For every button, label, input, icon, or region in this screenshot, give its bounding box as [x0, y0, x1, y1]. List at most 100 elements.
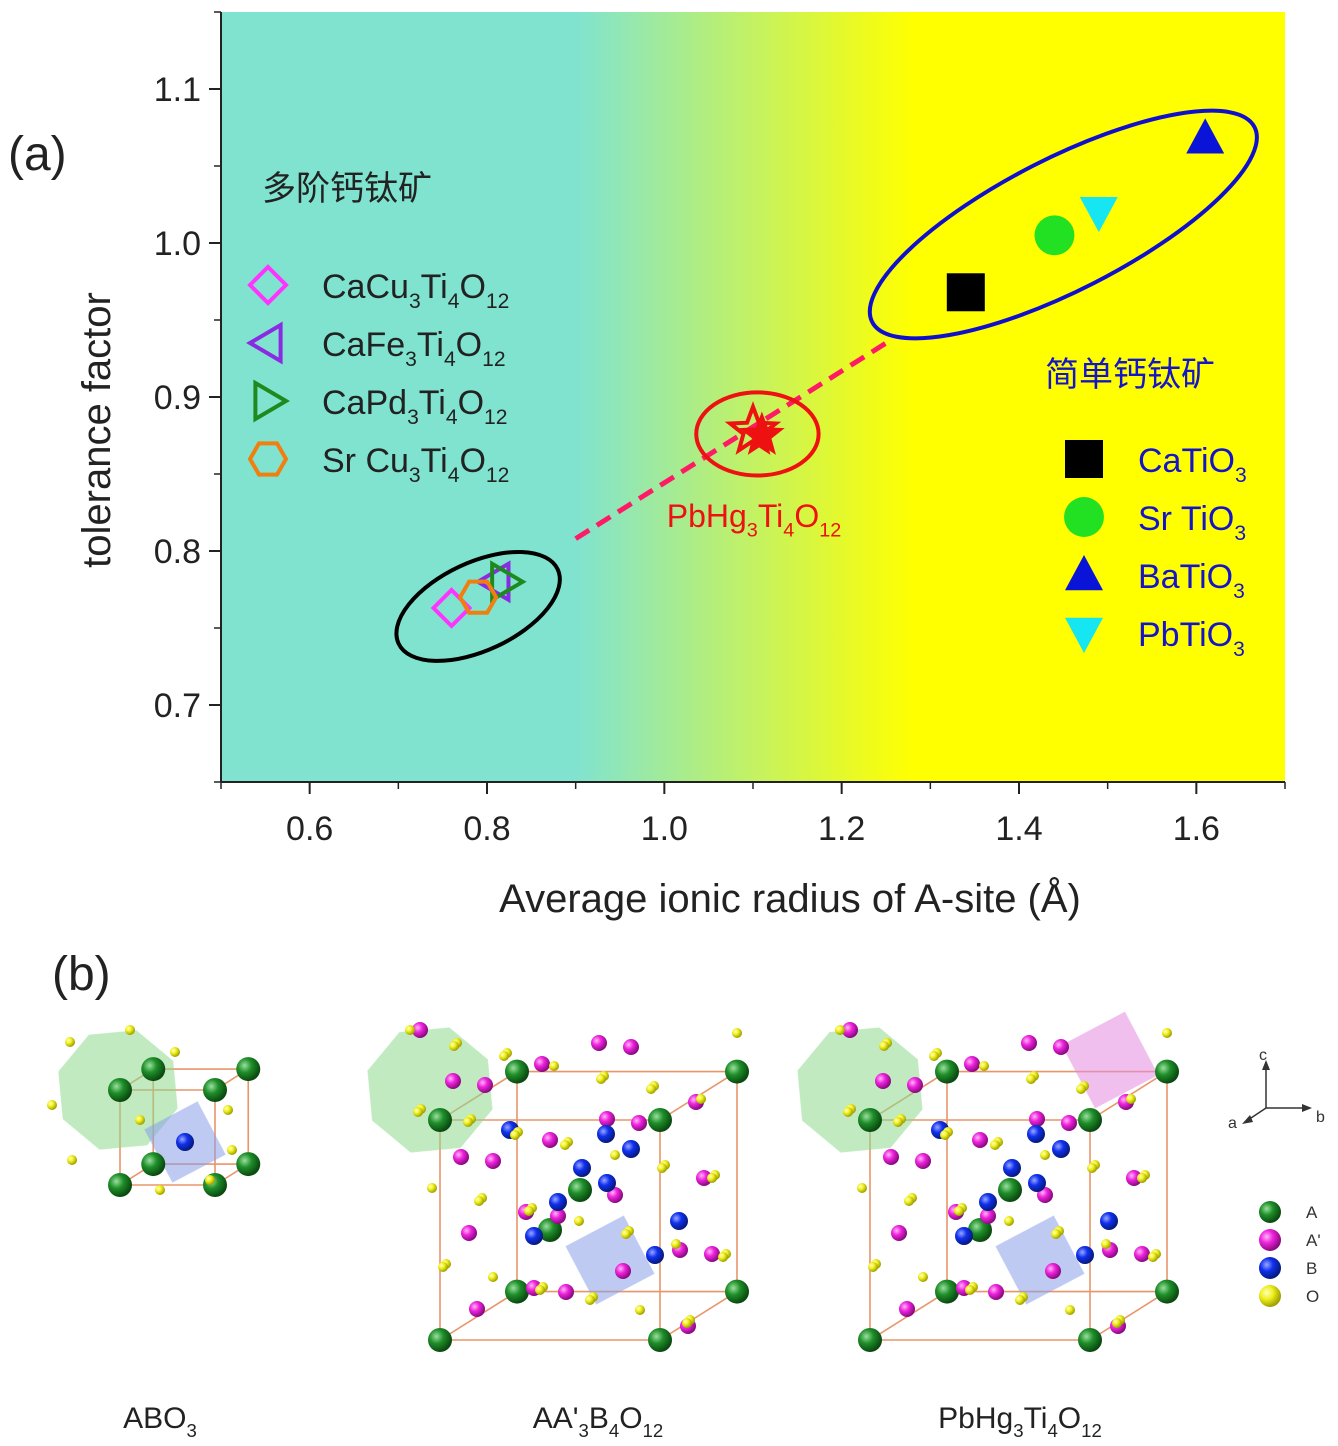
atom-o [585, 1295, 595, 1305]
legend-label: CaFe3Ti4O12 [322, 326, 506, 371]
atom-o [857, 1183, 867, 1193]
atom-a [858, 1328, 882, 1352]
atom-a [141, 1057, 166, 1082]
atom-o [682, 1318, 692, 1328]
atom-o [868, 1262, 878, 1272]
atom-b [1028, 1174, 1046, 1192]
atom-o [965, 1285, 975, 1295]
atom-a-prime [891, 1225, 907, 1241]
atom-a [236, 1152, 261, 1177]
data-point [490, 560, 527, 604]
atom-a-prime [1029, 1111, 1045, 1127]
atom-a-prime [988, 1284, 1004, 1300]
legend-label: CaPd3Ti4O12 [322, 384, 508, 429]
y-tick-label: 1.0 [154, 225, 201, 263]
atom-o [227, 1145, 237, 1155]
y-axis-label: tolerance factor [75, 292, 119, 568]
atom-o [223, 1105, 233, 1115]
atom-o [1026, 1074, 1036, 1084]
atom-a [428, 1328, 452, 1352]
y-tick-label: 0.7 [154, 687, 201, 725]
atom-a [428, 1108, 452, 1132]
atom-b [176, 1133, 194, 1151]
atom-b [549, 1193, 567, 1211]
legend-title-simple: 简单钙钛矿 [1045, 355, 1215, 395]
structure-label: ABO3 [123, 1402, 197, 1441]
a-axis-label: a [1228, 1115, 1237, 1132]
structure-label: AA'3B4O12 [533, 1402, 663, 1441]
atom-a-prime [1021, 1035, 1037, 1051]
c-axis-label: c [1259, 1047, 1267, 1064]
atom-legend-label: A' [1306, 1231, 1321, 1250]
atom-a [1155, 1279, 1179, 1304]
structure-labels: ABO3 AA'3B4O12 PbHg3Ti4O12 [123, 1402, 1102, 1441]
atom-a-prime [485, 1153, 501, 1169]
atom-a-prime [461, 1225, 477, 1241]
atom-o [205, 1175, 215, 1185]
atom-o [835, 1025, 845, 1035]
atom-o [574, 1216, 584, 1226]
atom-o [1015, 1295, 1025, 1305]
x-tick-label: 0.8 [463, 810, 510, 848]
atom-o [879, 1041, 889, 1051]
x-tick-label: 1.4 [995, 810, 1042, 848]
atom-a-prime [1061, 1115, 1077, 1131]
atom-o [610, 1150, 620, 1160]
atom-a-prime [1045, 1263, 1061, 1279]
atom-a-prime [599, 1111, 615, 1127]
atom-o [1051, 1229, 1061, 1239]
atom-a-prime [899, 1301, 915, 1317]
atom-legend-label: A [1306, 1203, 1318, 1222]
atom-a [725, 1279, 749, 1304]
atom-a [968, 1218, 992, 1242]
atom-o [155, 1185, 165, 1195]
atom-a-prime [412, 1022, 428, 1038]
x-tick-label: 1.0 [641, 810, 688, 848]
legend-label: CaTiO3 [1138, 442, 1247, 487]
atom-b [1100, 1212, 1118, 1230]
atom-a-prime [842, 1022, 858, 1038]
atom-a-prime [875, 1073, 891, 1089]
atom-o [1040, 1150, 1050, 1160]
atom-o [1087, 1163, 1097, 1173]
legend-marker [1064, 497, 1104, 537]
atom-legend: A A' BO [1259, 1201, 1321, 1307]
c-axis-arrowhead [1262, 1060, 1270, 1070]
legend-label: BaTiO3 [1138, 558, 1245, 603]
x-tick-label: 0.6 [286, 810, 333, 848]
atom-b [1076, 1246, 1094, 1264]
atom-o [170, 1047, 180, 1057]
atom-a-prime [915, 1153, 931, 1169]
atom-o [929, 1051, 939, 1061]
legend-title-complex: 多阶钙钛矿 [262, 169, 432, 209]
atom-o [449, 1041, 459, 1051]
atom-b [1003, 1159, 1021, 1177]
legend-label: Sr Cu3Ti4O12 [322, 442, 509, 487]
crystal-aa3b4o12 [367, 1022, 749, 1352]
atom-b [979, 1193, 997, 1211]
atom-a [108, 1078, 132, 1102]
legend-label: CaCu3Ti4O12 [322, 268, 509, 313]
atom-o [671, 1239, 681, 1249]
atom-a-prime [591, 1035, 607, 1051]
atom-legend-label: B [1306, 1259, 1317, 1278]
atom-o [893, 1117, 903, 1127]
atom-o [413, 1107, 423, 1117]
atom-a-prime [1126, 1170, 1142, 1186]
atom-b [622, 1140, 640, 1158]
atom-o [635, 1305, 645, 1315]
atom-b [670, 1212, 688, 1230]
atom-a-prime [453, 1149, 469, 1165]
atom-legend-ball [1259, 1229, 1281, 1251]
atom-o [1065, 1305, 1075, 1315]
data-point [946, 273, 985, 312]
axes-compass [1242, 1060, 1312, 1124]
cell-edge [659, 1290, 738, 1341]
atom-o [1004, 1216, 1014, 1226]
atom-o [904, 1196, 914, 1206]
atom-a-prime [542, 1132, 558, 1148]
legend-label: Sr TiO3 [1138, 500, 1246, 545]
group-ellipse [867, 108, 1259, 341]
atom-o [499, 1051, 509, 1061]
a-site-polyhedron [797, 1027, 923, 1153]
